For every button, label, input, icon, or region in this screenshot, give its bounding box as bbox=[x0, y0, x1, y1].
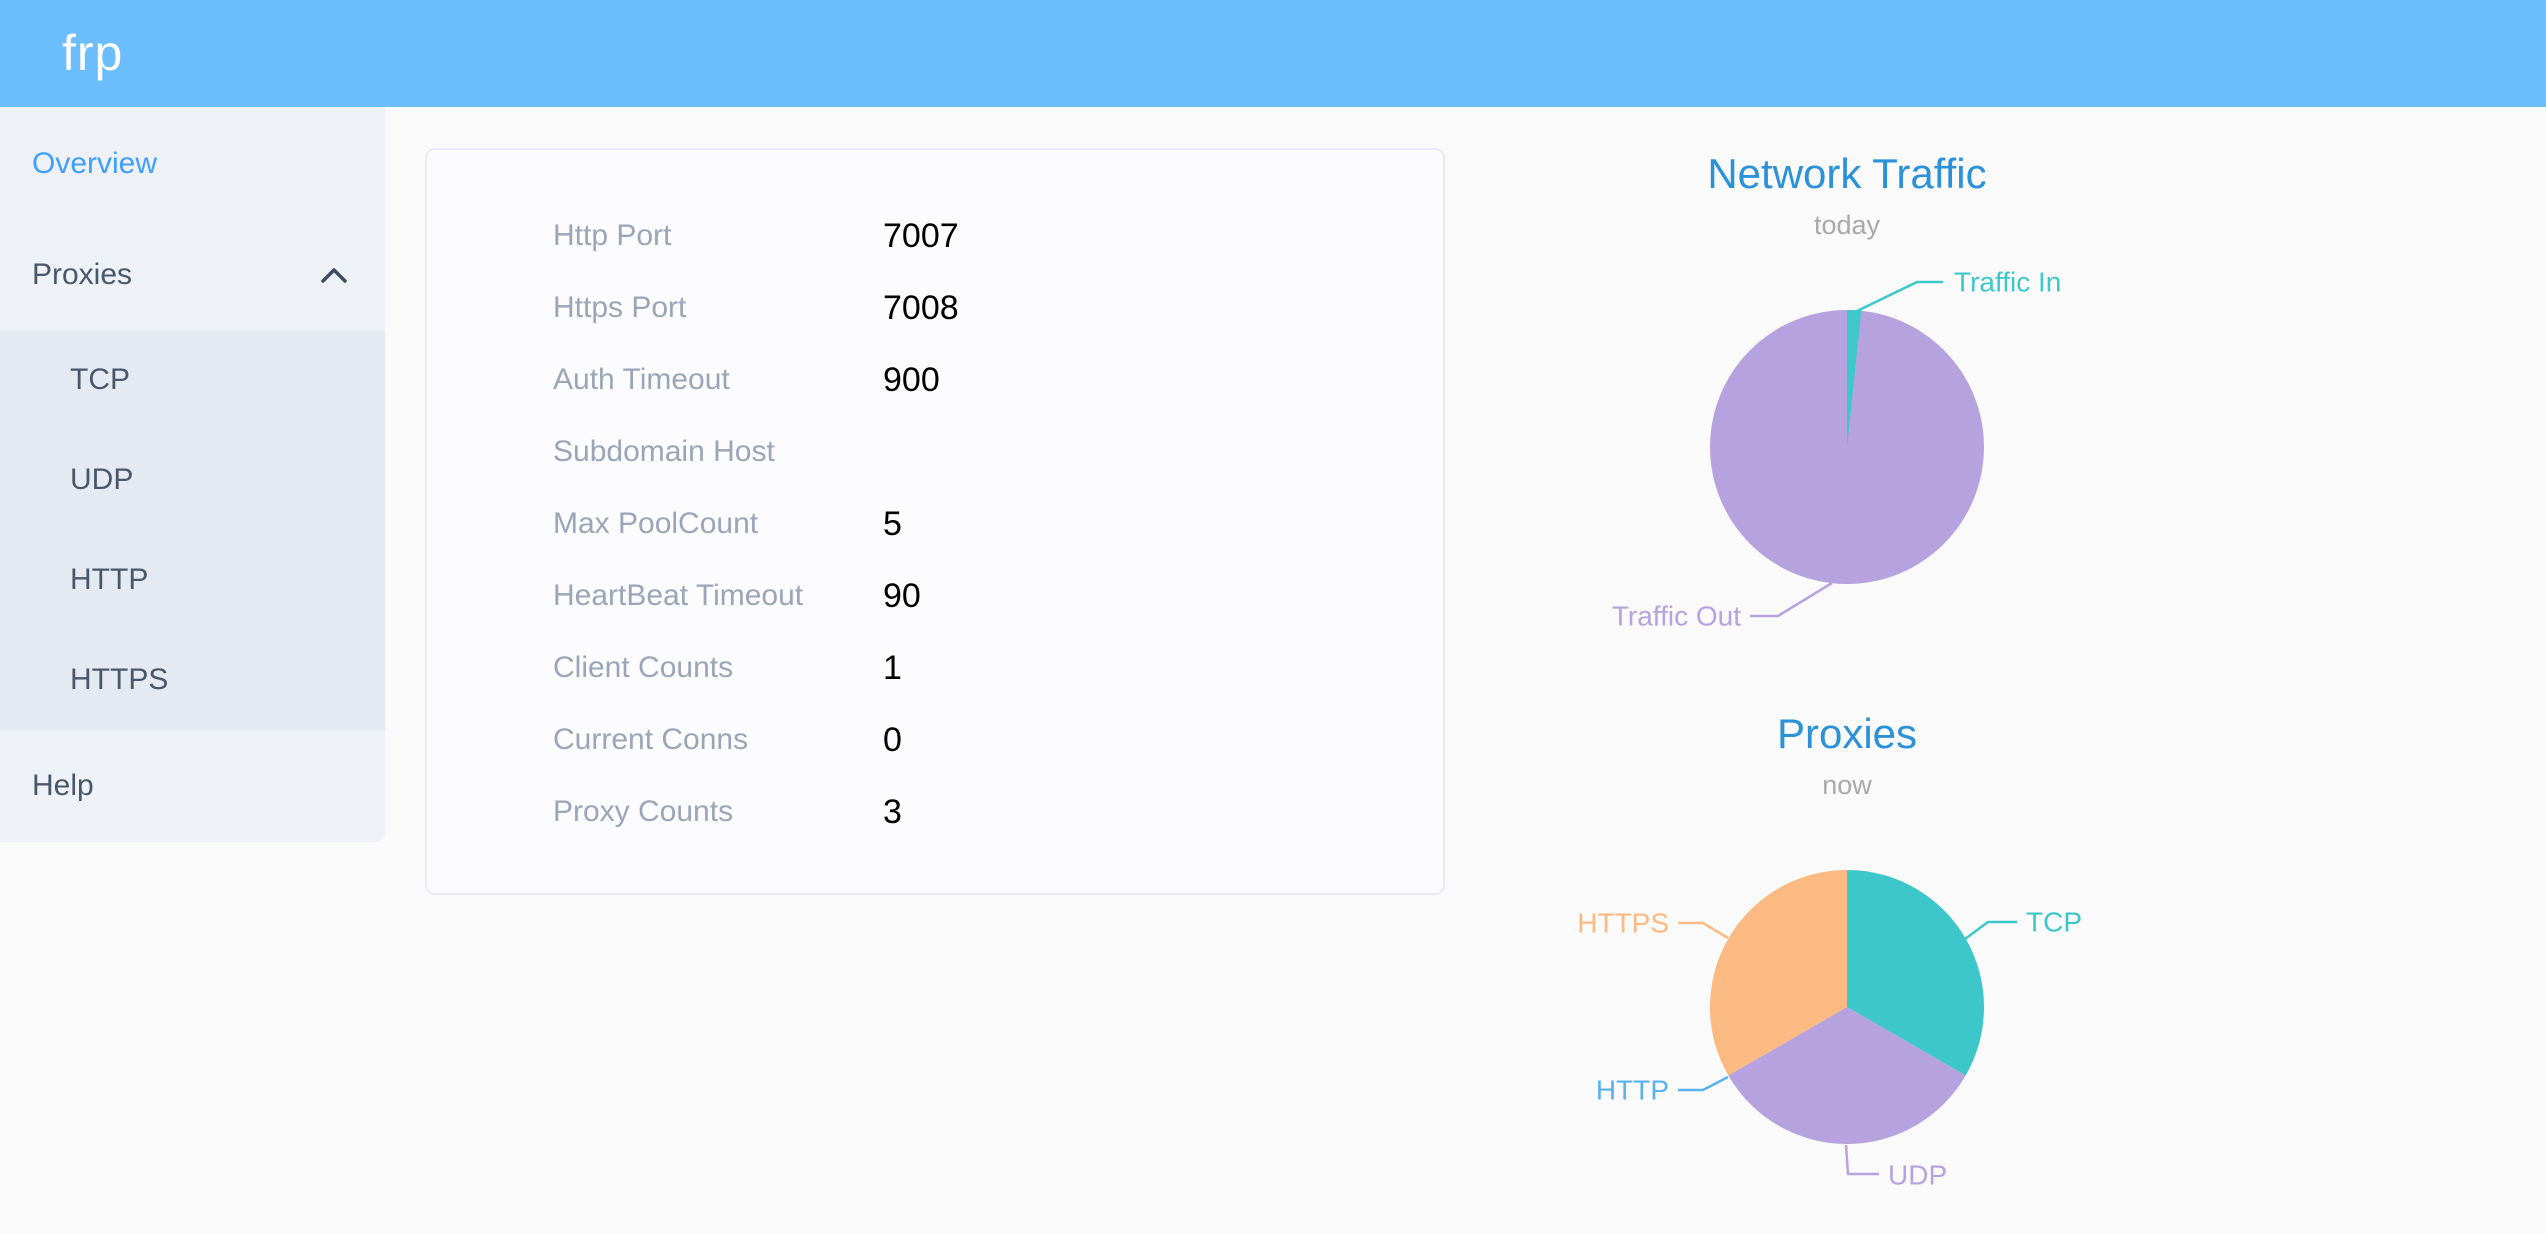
network-traffic-chart-title: Network Traffic bbox=[1707, 150, 1987, 197]
sidebar-item-overview[interactable]: Overview bbox=[0, 107, 385, 220]
proxies-pie-chart: TCP HTTPS HTTP UDP bbox=[1577, 870, 2082, 1191]
server-config-card: Http Port 7007 Https Port 7008 Auth Time… bbox=[425, 148, 1445, 895]
udp-leader-line bbox=[1844, 1144, 1879, 1176]
config-row: Subdomain Host bbox=[427, 416, 1443, 488]
config-row: Proxy Counts 3 bbox=[427, 776, 1443, 848]
pie-slice-https[interactable] bbox=[1709, 870, 1847, 1076]
http-label: HTTP bbox=[1596, 1075, 1669, 1106]
sidebar-item-http-label: HTTP bbox=[70, 563, 149, 596]
network-traffic-chart-subtitle: today bbox=[1813, 210, 1881, 240]
config-value: 900 bbox=[883, 360, 940, 399]
tcp-leader-line bbox=[1964, 920, 2017, 941]
sidebar-item-overview-label: Overview bbox=[32, 146, 158, 180]
config-row: Http Port 7007 bbox=[427, 200, 1443, 272]
config-value: 0 bbox=[883, 720, 902, 759]
sidebar-item-udp-label: UDP bbox=[70, 463, 134, 496]
config-value: 5 bbox=[883, 504, 902, 543]
config-value: 7008 bbox=[883, 288, 959, 327]
config-label: Max PoolCount bbox=[553, 507, 759, 540]
sidebar-item-help[interactable]: Help bbox=[0, 730, 385, 842]
sidebar: Overview Proxies TCP UDP HTTP HTTPS Help bbox=[0, 107, 385, 842]
config-label: Subdomain Host bbox=[553, 435, 775, 468]
app-header: frp bbox=[0, 0, 2546, 107]
sidebar-item-http[interactable]: HTTP bbox=[0, 530, 385, 630]
udp-label: UDP bbox=[1888, 1160, 1947, 1191]
app-logo: frp bbox=[62, 25, 124, 81]
http-leader-line bbox=[1678, 1075, 1729, 1092]
config-label: Current Conns bbox=[553, 723, 749, 756]
config-row: Auth Timeout 900 bbox=[427, 344, 1443, 416]
traffic-out-label: Traffic Out bbox=[1612, 601, 1741, 632]
sidebar-item-tcp-label: TCP bbox=[70, 363, 130, 396]
sidebar-submenu-proxies: TCP UDP HTTP HTTPS bbox=[0, 330, 385, 730]
config-label: Client Counts bbox=[553, 651, 734, 684]
config-label: Https Port bbox=[553, 291, 687, 324]
pie-slice-traffic-in[interactable] bbox=[1847, 310, 1862, 447]
pie-slice-tcp[interactable] bbox=[1847, 870, 1985, 1076]
traffic-in-label: Traffic In bbox=[1954, 267, 2061, 298]
chevron-up-icon bbox=[321, 268, 347, 283]
sidebar-item-proxies-label: Proxies bbox=[32, 258, 133, 291]
sidebar-item-udp[interactable]: UDP bbox=[0, 430, 385, 530]
config-value: 1 bbox=[883, 648, 902, 687]
config-row: Https Port 7008 bbox=[427, 272, 1443, 344]
https-leader-line bbox=[1678, 921, 1729, 940]
config-label: HeartBeat Timeout bbox=[553, 579, 804, 612]
config-value: 3 bbox=[883, 792, 902, 831]
pie-slice-udp[interactable] bbox=[1728, 1007, 1966, 1145]
config-value: 90 bbox=[883, 576, 921, 615]
tcp-label: TCP bbox=[2026, 907, 2082, 938]
config-row: Current Conns 0 bbox=[427, 704, 1443, 776]
proxies-chart-title: Proxies bbox=[1776, 710, 1918, 757]
network-traffic-pie-chart: Traffic In Traffic Out bbox=[1612, 267, 2062, 632]
traffic-out-leader-line bbox=[1750, 581, 1833, 618]
config-label: Http Port bbox=[553, 219, 672, 252]
config-row: Client Counts 1 bbox=[427, 632, 1443, 704]
sidebar-item-help-label: Help bbox=[32, 769, 94, 802]
sidebar-item-proxies[interactable]: Proxies bbox=[0, 220, 385, 330]
config-row: HeartBeat Timeout 90 bbox=[427, 560, 1443, 632]
sidebar-item-https-label: HTTPS bbox=[70, 663, 169, 696]
https-label: HTTPS bbox=[1577, 908, 1669, 939]
sidebar-item-tcp[interactable]: TCP bbox=[0, 330, 385, 430]
config-row: Max PoolCount 5 bbox=[427, 488, 1443, 560]
config-label: Auth Timeout bbox=[553, 363, 730, 396]
traffic-in-leader-line bbox=[1854, 280, 1943, 314]
config-label: Proxy Counts bbox=[553, 795, 734, 828]
charts-panel: Network Traffic today Traffic In Traffic… bbox=[1460, 107, 2234, 1234]
config-value: 7007 bbox=[883, 216, 959, 255]
sidebar-item-https[interactable]: HTTPS bbox=[0, 630, 385, 730]
proxies-chart-subtitle: now bbox=[1822, 770, 1872, 800]
